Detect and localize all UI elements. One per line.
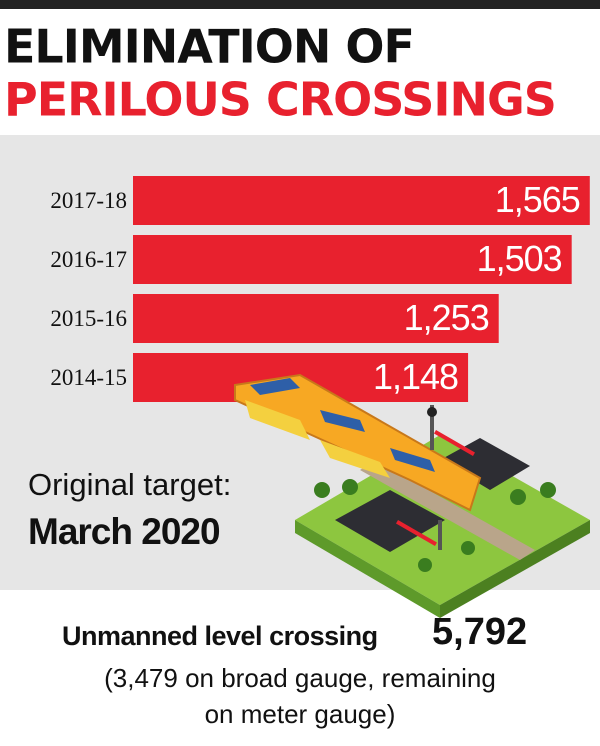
footer-note: on meter gauge) [205,699,396,729]
chart-subtitle: PERILOUS CROSSINGS [4,73,556,127]
bar [133,235,572,284]
illustration [234,373,590,618]
bar [133,176,590,225]
bar [133,294,499,343]
category-label: 2016-17 [50,247,127,272]
category-label: 2014-15 [50,365,127,390]
value-label: 1,503 [477,238,562,279]
value-label: 1,565 [495,179,580,220]
target-date: March 2020 [28,511,220,552]
value-label: 1,253 [404,297,489,338]
target-label: Original target: [28,467,231,502]
top-rule [0,0,600,9]
footer-value: 5,792 [432,611,527,653]
value-label: 1,148 [373,356,458,397]
footer-note: (3,479 on broad gauge, remaining [104,663,496,693]
category-label: 2017-18 [50,188,127,213]
footer-label: Unmanned level crossing [62,621,378,651]
chart-title: ELIMINATION OF [4,20,414,74]
category-label: 2015-16 [50,306,127,331]
